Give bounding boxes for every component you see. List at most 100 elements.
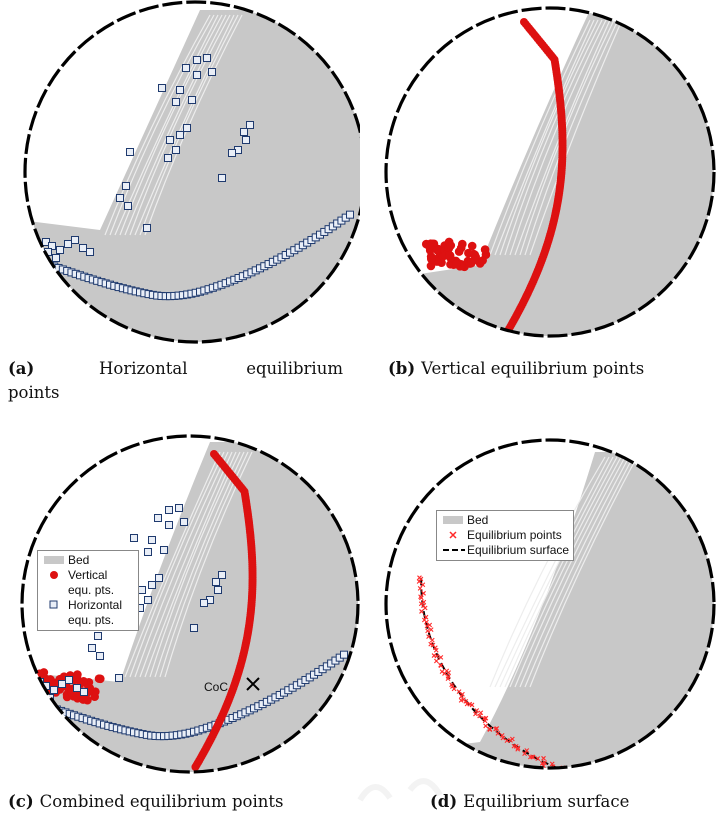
vertical-equilibrium-point: [467, 258, 476, 268]
vertical-equilibrium-point: [78, 695, 88, 704]
bed-streak-line: [499, 19, 599, 256]
equilibrium-point-marker: [433, 647, 439, 653]
equilibrium-point-marker: [421, 603, 426, 609]
caption-a: (a) Horizontal equilibrium points: [8, 357, 343, 405]
equilibrium-point-marker: [418, 594, 423, 600]
caption-word: points: [8, 383, 60, 402]
horizontal-equilibrium-point: [193, 71, 201, 79]
equilibrium-point-marker: [508, 737, 513, 743]
horizontal-equilibrium-point: [214, 586, 222, 594]
equilibrium-point-marker: [573, 770, 577, 774]
horizontal-equilibrium-point: [124, 202, 132, 210]
equilibrium-point-marker: [482, 718, 488, 724]
bed-streak-line: [524, 456, 634, 688]
bed-streak-line: [134, 451, 229, 678]
equilibrium-point-marker: [417, 585, 423, 591]
horizontal-equilibrium-point: [155, 574, 163, 582]
equilibrium-point-marker: [579, 774, 583, 778]
equilibrium-point-marker: [541, 755, 546, 761]
horizontal-equilibrium-point: [340, 650, 348, 659]
legend-label: Horizontal equ. pts.: [68, 598, 123, 627]
vertical-equilibrium-point: [426, 254, 436, 264]
caption-d: (d) Equilibrium surface: [430, 790, 629, 814]
caption-text: Vertical equilibrium points: [421, 359, 645, 378]
horizontal-equilibrium-point: [242, 136, 250, 144]
horizontal-equilibrium-point: [176, 86, 184, 94]
equilibrium-point-marker: [487, 727, 493, 732]
equilibrium-point-marker: [446, 670, 452, 676]
equilibrium-point-marker: [423, 614, 429, 620]
horizontal-equilibrium-point: [228, 149, 236, 157]
legend-row-horizontal: Horizontal equ. pts.: [42, 598, 134, 628]
bed-streak-line: [109, 14, 215, 236]
bed-region: [386, 8, 714, 336]
vertical-equilibrium-point: [456, 243, 466, 253]
drum-wall: [384, 6, 716, 338]
bed-streak-line: [529, 19, 623, 256]
bed-streak-line: [504, 19, 603, 256]
vertical-equilibrium-point: [478, 256, 487, 265]
horizontal-equilibrium-point: [212, 578, 220, 586]
equilibrium-point-marker: [577, 774, 581, 778]
watermark-graphic: [357, 778, 443, 802]
horizontal-equilibrium-point: [218, 571, 226, 579]
bed-area: [22, 442, 358, 772]
bed-streak-line: [124, 451, 221, 678]
horizontal-equilibrium-point: [126, 148, 134, 156]
legend-row-bed: Bed: [441, 513, 569, 528]
equilibrium-point-marker: [438, 655, 444, 660]
horizontal-equilibrium-point: [182, 64, 190, 72]
horizontal-equilibrium-point: [94, 632, 102, 640]
horizontal-equilibrium-point: [40, 701, 48, 709]
horizontal-equilibrium-point: [86, 248, 94, 256]
horizontal-equilibrium-point: [165, 521, 173, 529]
equilibrium-point-marker: [428, 627, 434, 633]
equilibrium-point-marker: [426, 634, 431, 639]
equilibrium-point-marker: [425, 628, 431, 634]
bed-region: [25, 2, 360, 342]
bed-streak-line: [139, 451, 233, 678]
bed-area: [25, 10, 360, 342]
equilibrium-point-marker: [463, 699, 469, 704]
horizontal-equilibrium-point: [138, 586, 146, 594]
horizontal-equilibrium-point: [346, 210, 354, 219]
vertical-equilibrium-point: [426, 261, 436, 271]
equilibrium-point-marker: [553, 769, 557, 773]
bed-swatch-icon: [42, 553, 68, 567]
equilibrium-point-marker: [573, 775, 577, 779]
horizontal-equilibrium-point: [56, 246, 64, 254]
bed-streak-line: [129, 451, 225, 678]
horizontal-equilibrium-point: [164, 154, 172, 162]
equilibrium-point-marker: [500, 735, 506, 741]
square-marker-icon: [42, 598, 68, 612]
vertical-equilibrium-point: [191, 763, 200, 771]
legend-row-points: Equilibrium points: [441, 528, 569, 543]
legend-row-vertical: Vertical equ. pts.: [42, 568, 134, 598]
panel-b-figure: [380, 0, 720, 350]
vertical-equilibrium-point: [451, 259, 461, 269]
legend-row-surface: Equilibrium surface: [441, 543, 569, 558]
equilibrium-point-marker: [442, 671, 447, 676]
drum-wall: [384, 438, 716, 770]
panel-d-figure: [380, 432, 720, 782]
horizontal-equilibrium-point: [144, 596, 152, 604]
horizontal-equilibrium-point: [88, 644, 96, 652]
panel-b-plot: [384, 6, 716, 338]
equilibrium-point-marker: [586, 777, 590, 781]
caption-label: (c): [8, 792, 34, 811]
panel-a-figure: [0, 0, 360, 350]
horizontal-equilibrium-point: [154, 514, 162, 522]
legend-panel-c: Bed Vertical equ. pts. Horizontal equ. p…: [37, 550, 139, 631]
equilibrium-point-marker: [420, 582, 426, 588]
panel-a-plot: [23, 0, 360, 344]
horizontal-equilibrium-point: [143, 224, 151, 232]
horizontal-equilibrium-point: [166, 136, 174, 144]
equilibrium-point-marker: [445, 674, 451, 679]
horizontal-equilibrium-point: [115, 674, 123, 682]
equilibrium-point-marker: [495, 731, 501, 736]
bed-streak-line: [124, 14, 227, 236]
bed-streak-line: [489, 19, 591, 256]
bed-streak-line: [529, 456, 638, 688]
equilibrium-point-marker: [535, 756, 541, 761]
bed-streak-line: [514, 456, 626, 688]
